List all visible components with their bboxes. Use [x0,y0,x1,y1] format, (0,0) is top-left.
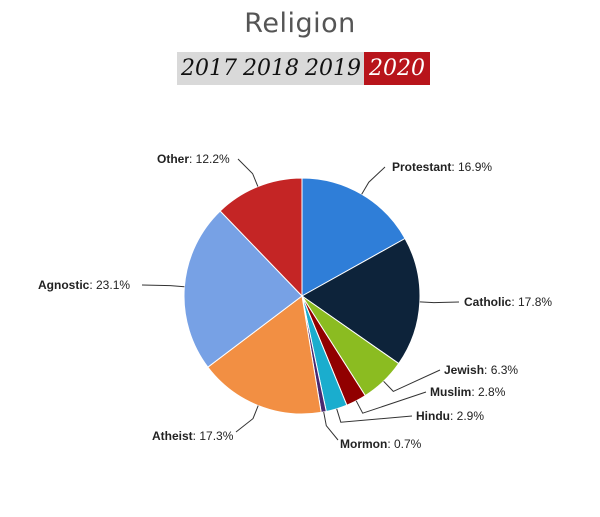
connector-catholic [419,301,460,304]
data-label-atheist: Atheist: 17.3% [152,429,234,443]
connector-hindu [336,408,413,423]
data-label-agnostic: Agnostic: 23.1% [38,278,130,292]
chart-title: Religion [244,8,356,39]
connector-mormon [323,411,339,441]
connector-muslim [355,391,427,414]
year-selector: 2017 2018 2019 2020 [177,52,430,85]
pie-slice-catholic[interactable] [301,237,421,365]
pie-slice-atheist[interactable] [207,295,322,415]
year-tab-2018[interactable]: 2018 [243,56,299,81]
data-label-mormon: Mormon: 0.7% [340,437,422,451]
data-label-catholic: Catholic: 17.8% [464,295,552,309]
data-label-muslim: Muslim: 2.8% [430,385,506,399]
year-tab-2017[interactable]: 2017 [181,56,237,81]
data-label-other: Other: 12.2% [157,152,230,166]
data-label-protestant: Protestant: 16.9% [392,160,492,174]
data-label-jewish: Jewish: 6.3% [444,363,518,377]
pie-slice-protestant[interactable] [301,177,406,297]
connector-other [237,158,259,187]
year-tab-2019[interactable]: 2019 [305,56,361,81]
year-tab-2020[interactable]: 2020 [364,52,430,85]
pie-slice-agnostic[interactable] [183,210,303,368]
connector-jewish [383,369,441,393]
connector-agnostic [141,284,185,288]
connector-protestant [361,166,386,195]
data-label-hindu: Hindu: 2.9% [416,409,484,423]
connector-atheist [235,405,259,433]
